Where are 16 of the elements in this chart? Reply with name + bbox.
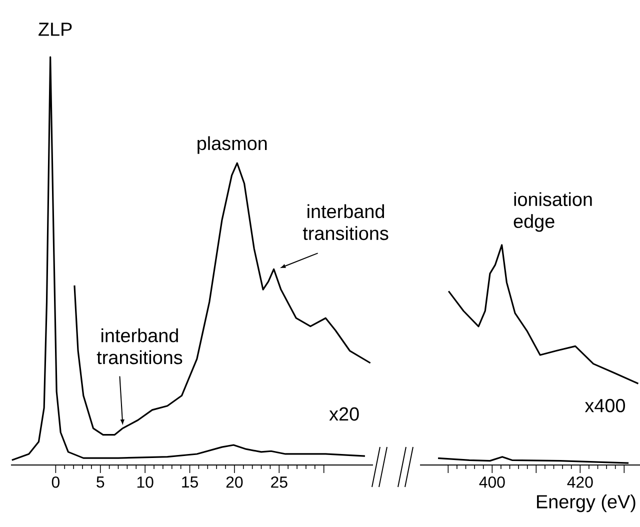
x-tick-label: 5 — [96, 476, 104, 488]
series-label: x400 — [584, 398, 626, 412]
x-tick-label: 420 — [567, 476, 593, 488]
x-axis-title: Energy (eV) — [537, 494, 636, 512]
annotation: ZLP — [38, 22, 72, 36]
x-tick-label: 10 — [137, 476, 154, 488]
annotation: interband transitions — [302, 204, 388, 240]
x-tick-label: 0 — [52, 476, 60, 488]
annotation: plasmon — [198, 136, 267, 154]
annotation: ionisation edge — [514, 192, 592, 232]
x-tick-label: 400 — [479, 476, 505, 488]
x-tick-label: 20 — [226, 476, 243, 488]
annotation: interband transitions — [96, 328, 182, 364]
x-tick-label: 15 — [182, 476, 198, 488]
x-tick-label: 25 — [271, 476, 288, 488]
text: x20 — [329, 407, 359, 421]
